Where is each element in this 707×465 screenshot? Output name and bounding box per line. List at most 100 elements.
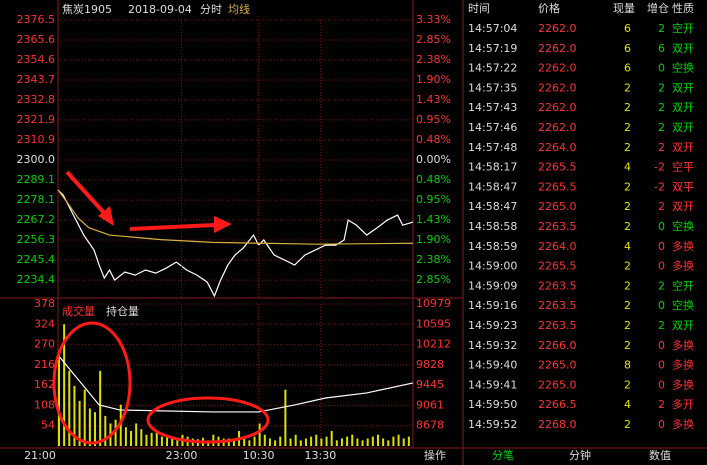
bar: [304, 438, 307, 446]
bar: [268, 438, 271, 446]
table-cell: 14:59:52: [468, 418, 517, 431]
table-cell: 6: [624, 22, 631, 35]
bar: [227, 438, 230, 446]
table-cell: 2265.0: [538, 359, 577, 372]
mode: 分时: [200, 3, 222, 16]
bar: [83, 389, 86, 446]
bar: [294, 434, 297, 446]
bar: [232, 440, 235, 446]
legend-entry: 成交量: [62, 304, 95, 318]
y2-tick-label: 10979: [416, 297, 451, 310]
bar: [119, 404, 122, 446]
table-header: 时间: [468, 2, 490, 15]
tab[interactable]: 分钟: [569, 448, 591, 462]
table-cell: 多换: [672, 338, 694, 352]
y-tick-label: 2267.2: [17, 213, 56, 226]
bar: [299, 440, 302, 446]
y2-tick-label: 0.48%: [416, 133, 451, 146]
tab[interactable]: 数值: [649, 449, 671, 462]
table-cell: 14:57:04: [468, 22, 517, 35]
date: 2018-09-04: [128, 3, 192, 16]
table-cell: 2: [658, 398, 665, 411]
table-cell: 2: [658, 101, 665, 114]
table-cell: 2264.0: [538, 141, 577, 154]
y-tick-label: 2245.4: [17, 253, 56, 266]
bar: [150, 432, 153, 446]
table-header: 增仓: [647, 1, 669, 15]
table-cell: 2: [624, 200, 631, 213]
table-cell: 14:58:17: [468, 161, 517, 174]
table-cell: 14:59:41: [468, 378, 517, 391]
bar: [99, 370, 102, 446]
table-cell: 14:59:23: [468, 319, 517, 332]
table-cell: 空换: [672, 219, 694, 233]
table-cell: 14:59:16: [468, 299, 517, 312]
tab[interactable]: 分笔: [492, 448, 514, 462]
bar: [73, 385, 76, 446]
table-cell: 14:59:40: [468, 359, 517, 372]
table-cell: 空平: [672, 160, 694, 174]
y-tick-label: 2234.4: [17, 273, 56, 286]
bar: [258, 423, 261, 446]
bar: [397, 434, 400, 446]
bar: [263, 434, 266, 446]
table-cell: 2: [624, 378, 631, 391]
table-cell: 14:59:32: [468, 339, 517, 352]
y2-tick-label: 3.33%: [416, 13, 451, 26]
y2-tick-label: 0.95%: [416, 113, 451, 126]
table-cell: 2: [658, 141, 665, 154]
table-cell: 2: [658, 200, 665, 213]
y2-tick-label: 2.38%: [416, 53, 451, 66]
table-cell: 空换: [672, 298, 694, 312]
table-cell: 2263.5: [538, 299, 577, 312]
table-cell: 2266.0: [538, 339, 577, 352]
bar: [325, 436, 328, 446]
table-cell: 2: [624, 418, 631, 431]
table-cell: 2264.0: [538, 240, 577, 253]
table-cell: 2: [624, 101, 631, 114]
table-cell: 0: [658, 378, 665, 391]
table-cell: 多换: [672, 259, 694, 273]
table-cell: 14:59:00: [468, 260, 517, 273]
bar: [160, 436, 163, 446]
table-cell: 2262.0: [538, 42, 577, 55]
bar: [124, 427, 127, 446]
table-cell: 2: [624, 299, 631, 312]
y2-tick-label: 9445: [416, 378, 444, 391]
table-cell: 2: [624, 81, 631, 94]
table-cell: 多换: [672, 377, 694, 391]
table-cell: 2: [658, 319, 665, 332]
y-tick-label: 2354.6: [17, 53, 56, 66]
table-cell: 14:59:09: [468, 279, 517, 292]
table-cell: 2265.5: [538, 180, 577, 193]
bar: [274, 440, 277, 446]
table-cell: 多换: [672, 358, 694, 372]
bar: [392, 436, 395, 446]
bar: [155, 430, 158, 446]
bar: [310, 436, 313, 446]
table-cell: 多开: [672, 397, 694, 411]
bar: [78, 400, 81, 446]
bar: [253, 436, 256, 446]
table-cell: 2268.0: [538, 418, 577, 431]
bar: [284, 389, 287, 446]
bar: [94, 412, 97, 446]
tab[interactable]: 操作: [424, 448, 446, 462]
table-cell: 2266.5: [538, 398, 577, 411]
bar: [166, 434, 169, 446]
line: [57, 189, 414, 298]
y2-tick-label: 2.85%: [416, 273, 451, 286]
table-cell: 2265.0: [538, 200, 577, 213]
y2-tick-label: 2.38%: [416, 253, 451, 266]
bar: [361, 440, 364, 446]
table-cell: 2263.5: [538, 319, 577, 332]
table-cell: 2265.0: [538, 378, 577, 391]
table-cell: 2: [624, 141, 631, 154]
bar: [376, 434, 379, 446]
table-cell: 0: [658, 240, 665, 253]
table-cell: 2: [658, 121, 665, 134]
table-cell: 双平: [672, 180, 694, 193]
bar: [135, 423, 138, 446]
table-cell: 2265.5: [538, 260, 577, 273]
